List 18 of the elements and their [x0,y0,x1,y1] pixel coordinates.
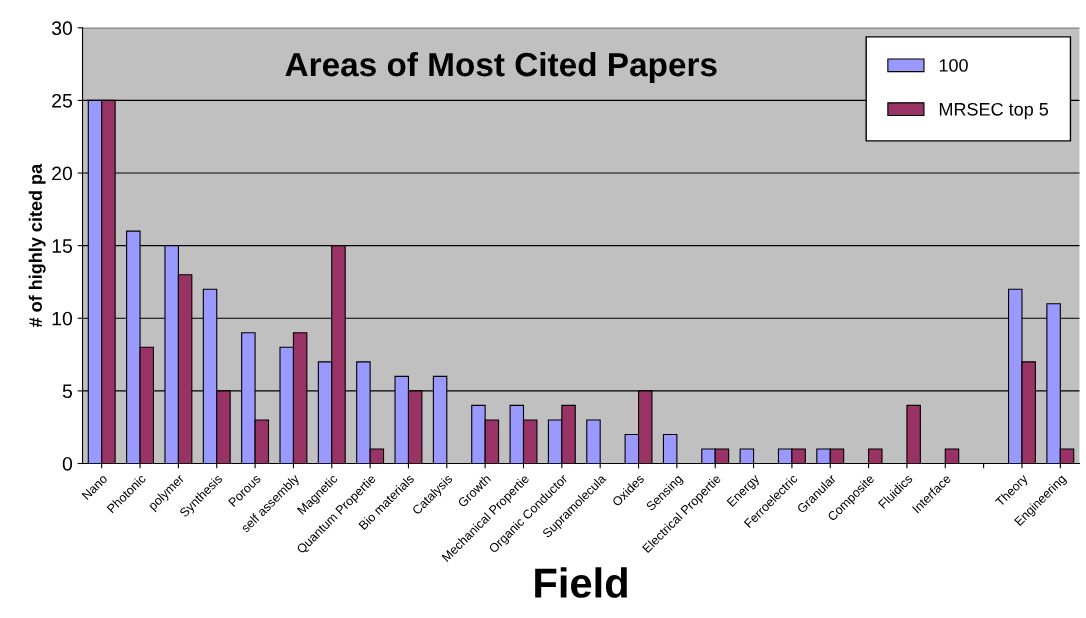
y-tick-label: 0 [62,456,73,471]
legend-label: MRSEC top 5 [939,102,1049,120]
bar [662,433,678,464]
y-tick-label: 15 [52,239,72,253]
x-axis-title: Field [535,567,627,598]
y-tick-label: 5 [62,384,72,399]
bar [944,448,960,464]
text: Areas of Most Cited Papers [285,51,717,84]
bar [868,448,883,464]
y-tick-label: 10 [52,311,73,326]
bar [586,419,601,464]
legend-label: 100 [939,58,968,72]
bar [739,448,755,464]
y-tick-label: 25 [52,93,72,108]
y-tick-label: 20 [52,166,73,181]
bar [906,404,921,464]
y-axis-title: # of highly cited pa [28,163,46,328]
y-tick-label: 30 [51,21,73,36]
